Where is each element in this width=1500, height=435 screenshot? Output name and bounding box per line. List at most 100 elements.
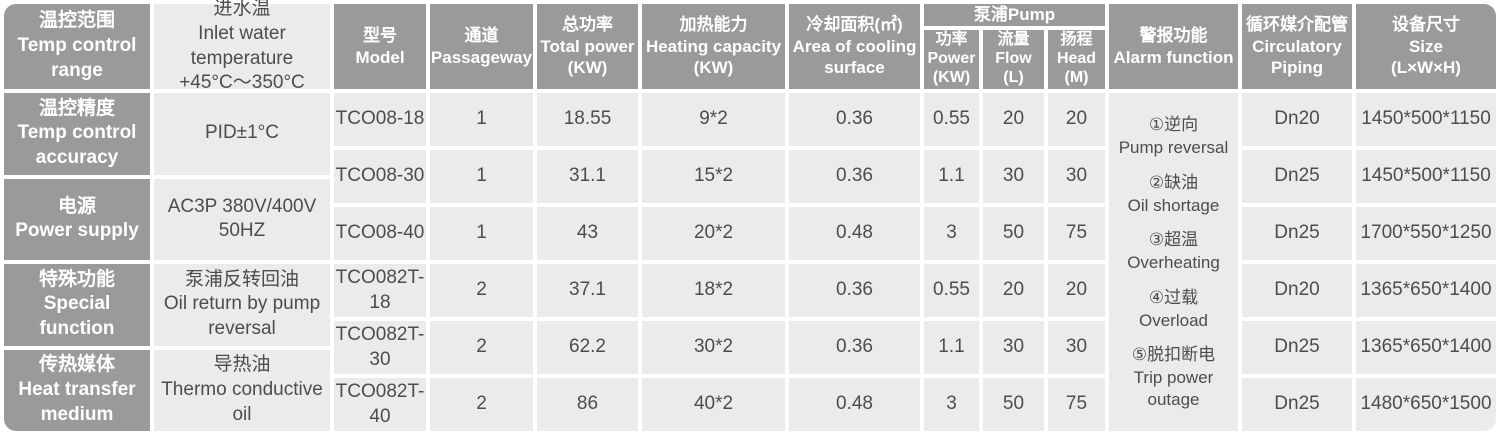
column-header-alarm-function: 警报功能 Alarm function bbox=[1109, 4, 1238, 89]
attr-label-special-function: 特殊功能 Special function bbox=[4, 264, 150, 346]
heating-capacity-value: 20*2 bbox=[642, 207, 785, 260]
piping-value: Dn20 bbox=[1242, 93, 1352, 146]
pump-power-value: 1.1 bbox=[924, 321, 979, 374]
pump-power-value: 3 bbox=[924, 378, 979, 431]
cooling-area-value: 0.36 bbox=[789, 264, 920, 317]
attr-value-temp-control-accuracy: PID±1°C bbox=[154, 93, 330, 175]
heating-capacity-value: 9*2 bbox=[642, 93, 785, 146]
size-value: 1365*650*1400 bbox=[1356, 321, 1496, 374]
pump-flow-value: 20 bbox=[983, 93, 1044, 146]
piping-value: Dn25 bbox=[1242, 207, 1352, 260]
total-power-value: 43 bbox=[537, 207, 638, 260]
column-header-model: 型号 Model bbox=[334, 4, 426, 89]
attr-label-power-supply: 电源 Power supply bbox=[4, 178, 150, 260]
pump-flow-value: 30 bbox=[983, 150, 1044, 203]
piping-value: Dn25 bbox=[1242, 150, 1352, 203]
alarm-item-en: Pump reversal bbox=[1118, 138, 1229, 158]
column-header-pump-flow: 流量 Flow (L) bbox=[983, 30, 1044, 89]
pump-head-value: 20 bbox=[1048, 264, 1105, 317]
passageway-value: 1 bbox=[430, 150, 533, 203]
alarm-item-en: Trip power outage bbox=[1133, 368, 1214, 409]
passageway-value: 1 bbox=[430, 207, 533, 260]
column-header-circulatory-piping: 循环媒介配管 Circulatory Piping bbox=[1242, 4, 1352, 89]
alarm-item-zh: ①逆向 bbox=[1148, 115, 1199, 135]
attr-value-power-supply: AC3P 380V/400V 50HZ bbox=[154, 178, 330, 260]
alarm-item: ⑤脱扣断电 Trip power outage bbox=[1111, 344, 1236, 410]
column-header-pump-head: 扬程 Head (M) bbox=[1048, 30, 1105, 89]
column-header-heating-capacity: 加热能力 Heating capacity (KW) bbox=[642, 4, 785, 89]
alarm-function-cell: ①逆向 Pump reversal ②缺油 Oil shortage ③超温 O… bbox=[1109, 93, 1238, 431]
model-value: TCO08-40 bbox=[334, 207, 426, 260]
alarm-item-zh: ⑤脱扣断电 bbox=[1131, 345, 1216, 365]
alarm-item-zh: ④过载 bbox=[1148, 287, 1199, 307]
size-value: 1450*500*1150 bbox=[1356, 93, 1496, 146]
column-header-pump-power: 功率 Power (KW) bbox=[924, 30, 979, 89]
size-value: 1700*550*1250 bbox=[1356, 207, 1496, 260]
passageway-value: 2 bbox=[430, 378, 533, 431]
pump-head-value: 75 bbox=[1048, 207, 1105, 260]
pump-head-value: 30 bbox=[1048, 321, 1105, 374]
cooling-area-value: 0.48 bbox=[789, 207, 920, 260]
pump-power-value: 1.1 bbox=[924, 150, 979, 203]
model-value: TCO08-18 bbox=[334, 93, 426, 146]
total-power-value: 18.55 bbox=[537, 93, 638, 146]
pump-head-value: 30 bbox=[1048, 150, 1105, 203]
cooling-area-value: 0.48 bbox=[789, 378, 920, 431]
attr-label-temp-control-accuracy: 温控精度 Temp control accuracy bbox=[4, 93, 150, 175]
model-table: 型号 Model 通道 Passageway 总功率 Total power (… bbox=[334, 4, 1496, 431]
heating-capacity-value: 30*2 bbox=[642, 321, 785, 374]
pump-power-value: 3 bbox=[924, 207, 979, 260]
attr-value-heat-transfer-medium: 导热油 Thermo conductive oil bbox=[154, 349, 330, 431]
pump-head-value: 20 bbox=[1048, 93, 1105, 146]
column-header-total-power: 总功率 Total power (KW) bbox=[537, 4, 638, 89]
model-value: TCO082T-30 bbox=[334, 321, 426, 374]
alarm-item-zh: ②缺油 bbox=[1148, 172, 1199, 192]
column-header-passageway: 通道 Passageway bbox=[430, 4, 533, 89]
piping-value: Dn25 bbox=[1242, 321, 1352, 374]
column-header-size: 设备尺寸 Size (L×W×H) bbox=[1356, 4, 1496, 89]
pump-flow-value: 50 bbox=[983, 378, 1044, 431]
pump-head-value: 75 bbox=[1048, 378, 1105, 431]
pump-flow-value: 30 bbox=[983, 321, 1044, 374]
size-value: 1450*500*1150 bbox=[1356, 150, 1496, 203]
piping-value: Dn20 bbox=[1242, 264, 1352, 317]
column-header-cooling-area: 冷却面积(㎡) Area of cooling surface bbox=[789, 4, 920, 89]
model-value: TCO082T-18 bbox=[334, 264, 426, 317]
model-value: TCO08-30 bbox=[334, 150, 426, 203]
alarm-item-en: Overheating bbox=[1127, 253, 1220, 273]
pump-flow-value: 50 bbox=[983, 207, 1044, 260]
alarm-item-en: Overload bbox=[1139, 310, 1208, 330]
passageway-value: 1 bbox=[430, 93, 533, 146]
pump-flow-value: 20 bbox=[983, 264, 1044, 317]
size-value: 1365*650*1400 bbox=[1356, 264, 1496, 317]
cooling-area-value: 0.36 bbox=[789, 321, 920, 374]
passageway-value: 2 bbox=[430, 321, 533, 374]
pump-power-value: 0.55 bbox=[924, 264, 979, 317]
total-power-value: 86 bbox=[537, 378, 638, 431]
passageway-value: 2 bbox=[430, 264, 533, 317]
pump-power-value: 0.55 bbox=[924, 93, 979, 146]
alarm-item: ③超温 Overheating bbox=[1127, 229, 1220, 274]
size-value: 1480*650*1500 bbox=[1356, 378, 1496, 431]
attribute-panel: 温控范围 Temp control range 进水温 Inlet water … bbox=[4, 0, 330, 431]
cooling-area-value: 0.36 bbox=[789, 150, 920, 203]
attr-label-heat-transfer-medium: 传热媒体 Heat transfer medium bbox=[4, 349, 150, 431]
alarm-item-zh: ③超温 bbox=[1148, 230, 1199, 250]
total-power-value: 62.2 bbox=[537, 321, 638, 374]
heating-capacity-value: 18*2 bbox=[642, 264, 785, 317]
total-power-value: 37.1 bbox=[537, 264, 638, 317]
alarm-item-en: Oil shortage bbox=[1127, 195, 1220, 215]
attr-value-special-function: 泵浦反转回油 Oil return by pump reversal bbox=[154, 264, 330, 346]
column-group-header-pump: 泵浦Pump bbox=[924, 4, 1105, 26]
total-power-value: 31.1 bbox=[537, 150, 638, 203]
alarm-item: ④过载 Overload bbox=[1139, 287, 1208, 332]
heating-capacity-value: 15*2 bbox=[642, 150, 785, 203]
heating-capacity-value: 40*2 bbox=[642, 378, 785, 431]
piping-value: Dn25 bbox=[1242, 378, 1352, 431]
alarm-item: ②缺油 Oil shortage bbox=[1128, 172, 1220, 217]
attr-value-inlet-water-temperature: 进水温 Inlet water temperature +45°C～350°C bbox=[154, 0, 330, 93]
attr-label-temp-control-range: 温控范围 Temp control range bbox=[4, 4, 150, 89]
model-value: TCO082T-40 bbox=[334, 378, 426, 431]
cooling-area-value: 0.36 bbox=[789, 93, 920, 146]
